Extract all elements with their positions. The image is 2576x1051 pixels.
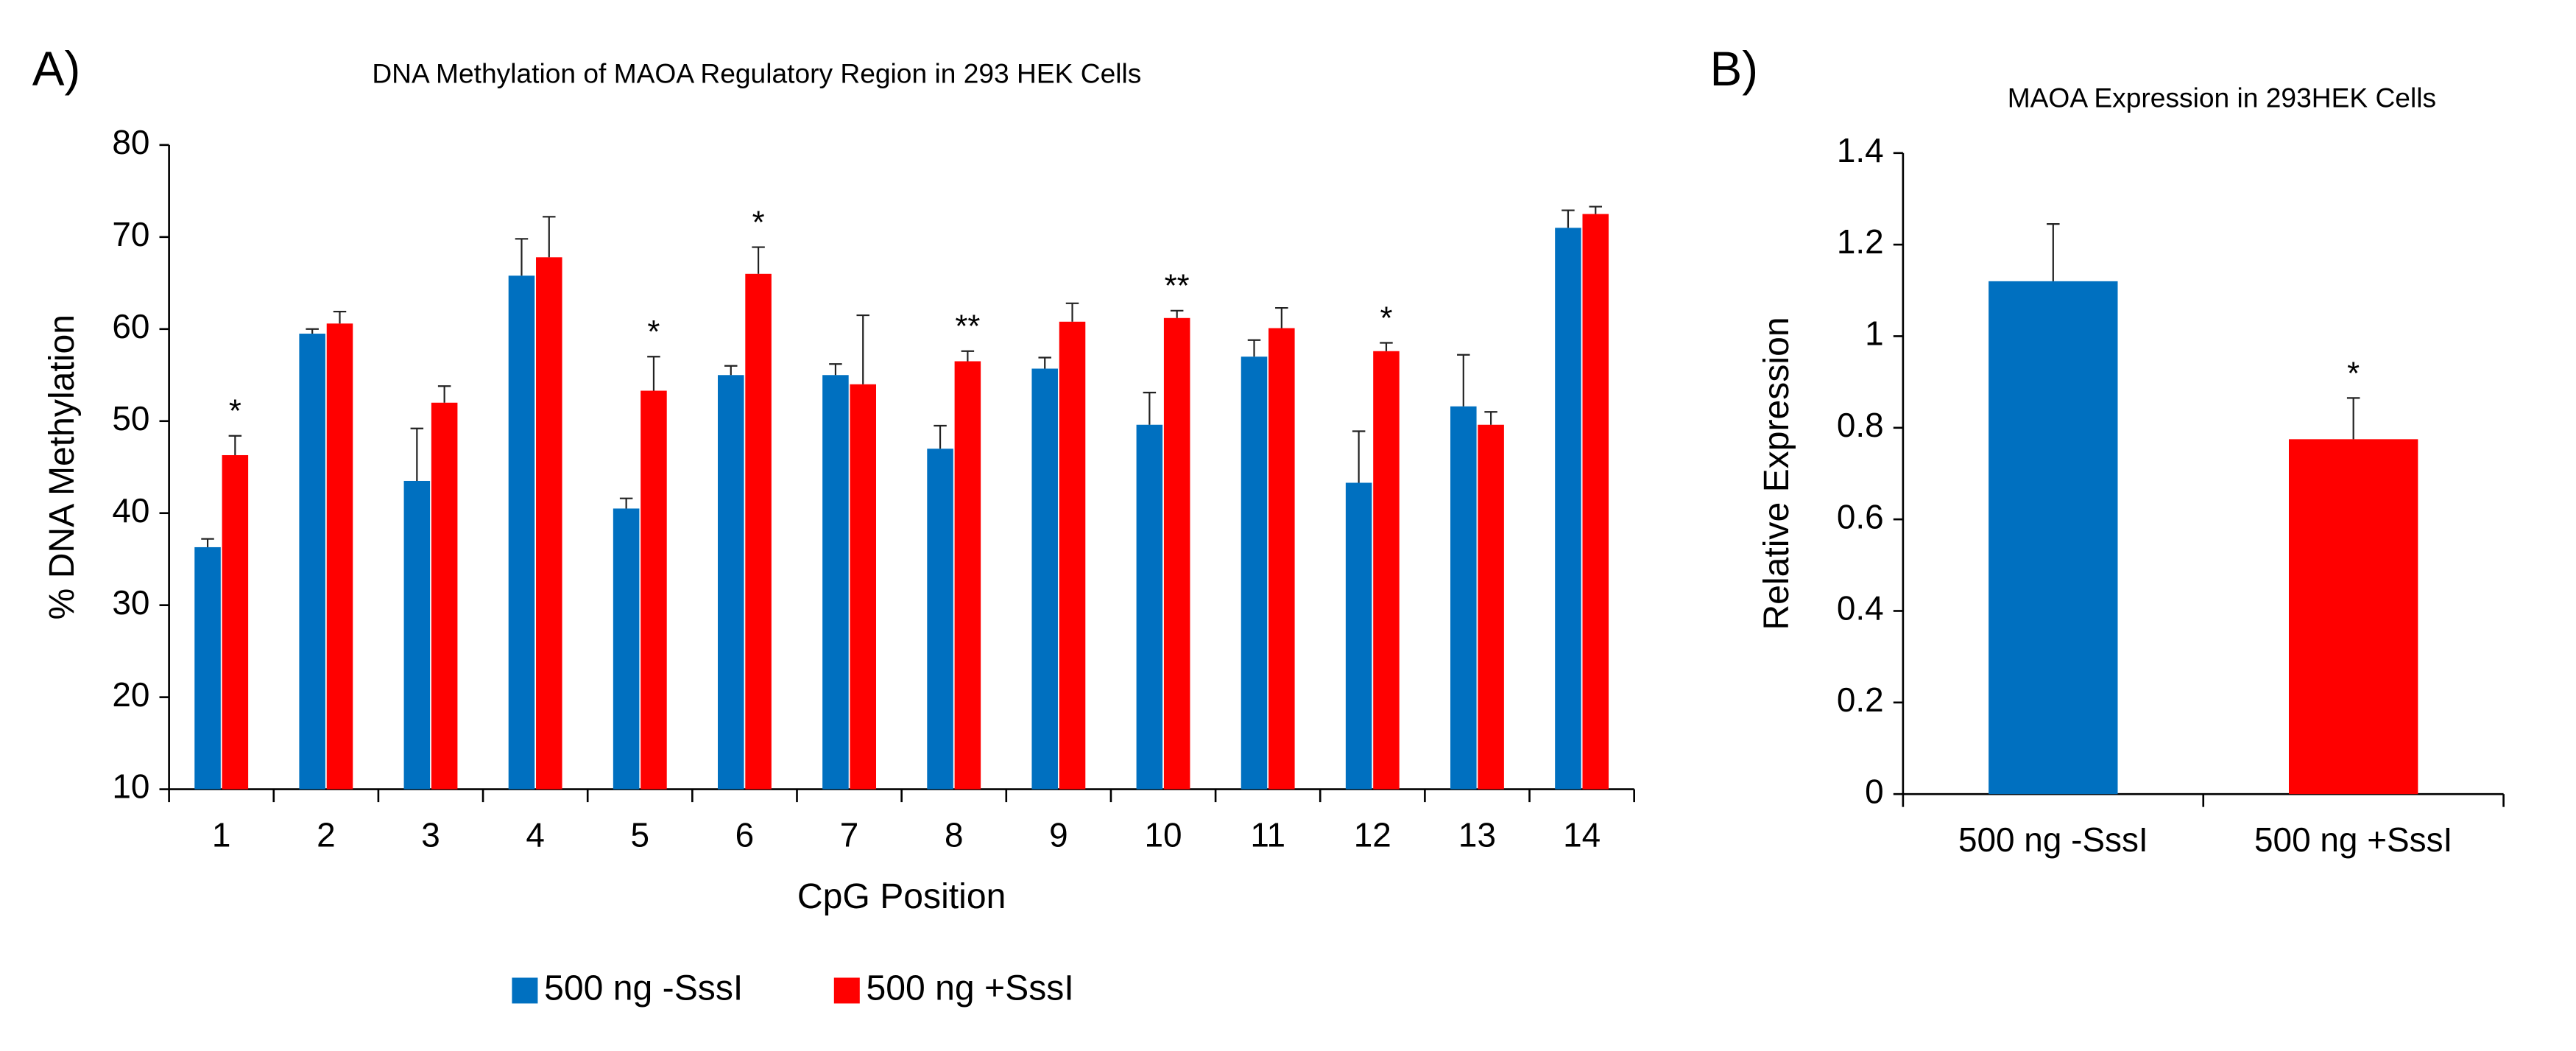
- x-tick-label: 9: [1049, 815, 1068, 854]
- bar: [431, 402, 458, 790]
- bar: [613, 508, 640, 790]
- y-tick-label: 80: [112, 123, 149, 161]
- x-tick-label: 14: [1563, 815, 1601, 854]
- significance-label: **: [1165, 268, 1190, 304]
- legend-swatch: [512, 977, 538, 1004]
- significance-label: **: [955, 309, 980, 345]
- bar: [1059, 321, 1086, 790]
- legend-label: 500 ng -SssI: [544, 969, 743, 1008]
- bar: [822, 375, 849, 790]
- bar: [745, 273, 772, 790]
- bar: [222, 454, 249, 790]
- x-tick-label: 500 ng -SssI: [1958, 820, 2148, 859]
- legend-swatch: [833, 977, 860, 1004]
- bar: [194, 546, 221, 790]
- y-tick-label: 20: [112, 675, 149, 714]
- y-tick-label: 10: [112, 767, 149, 806]
- y-tick-label: 40: [112, 491, 149, 530]
- bar: [718, 375, 744, 790]
- bar: [1450, 406, 1477, 790]
- bar: [299, 334, 325, 790]
- bar: [1345, 482, 1372, 790]
- y-axis-title: Relative Expression: [1757, 317, 1796, 630]
- bar: [1555, 228, 1581, 790]
- bar: [927, 449, 953, 790]
- x-tick-label: 13: [1458, 815, 1496, 854]
- x-tick-label: 11: [1250, 815, 1285, 854]
- x-tick-label: 2: [317, 815, 336, 854]
- x-tick-label: 6: [735, 815, 755, 854]
- x-tick-label: 8: [945, 815, 964, 854]
- bar: [2288, 439, 2418, 795]
- x-tick-label: 4: [526, 815, 545, 854]
- x-tick-label: 10: [1144, 815, 1182, 854]
- legend-label: 500 ng +SssI: [867, 969, 1074, 1008]
- significance-label: *: [229, 393, 241, 429]
- significance-label: *: [1380, 300, 1392, 336]
- y-tick-label: 30: [112, 583, 149, 622]
- bar: [850, 384, 877, 790]
- bar: [641, 390, 667, 790]
- x-tick-label: 500 ng +SssI: [2254, 820, 2452, 859]
- bar: [326, 323, 353, 790]
- y-tick-label: 0.8: [1837, 406, 1884, 444]
- x-tick-label: 5: [631, 815, 650, 854]
- y-tick-label: 1: [1865, 314, 1884, 353]
- x-tick-label: 3: [421, 815, 440, 854]
- y-tick-label: 70: [112, 215, 149, 253]
- chart-title: MAOA Expression in 293HEK Cells: [2008, 82, 2436, 113]
- bar: [1268, 328, 1295, 790]
- y-tick-label: 60: [112, 307, 149, 345]
- bar: [536, 257, 562, 790]
- significance-label: *: [647, 314, 660, 350]
- bar: [1373, 351, 1400, 790]
- bar: [1241, 356, 1268, 790]
- y-tick-label: 1.4: [1837, 131, 1884, 169]
- x-axis-title: CpG Position: [797, 876, 1006, 916]
- x-tick-label: 1: [212, 815, 231, 854]
- bar: [1582, 214, 1609, 790]
- y-tick-label: 0.2: [1837, 681, 1884, 719]
- bar: [1163, 317, 1190, 790]
- panel-label: A): [32, 42, 81, 96]
- bar: [1989, 281, 2118, 795]
- bar: [403, 480, 431, 790]
- bar: [508, 275, 535, 790]
- significance-label: *: [2347, 355, 2360, 391]
- y-tick-label: 1.2: [1837, 222, 1884, 261]
- bar: [1031, 368, 1058, 790]
- bar: [1478, 424, 1504, 790]
- bar: [954, 361, 981, 790]
- x-tick-label: 12: [1354, 815, 1391, 854]
- y-tick-label: 50: [112, 399, 149, 437]
- chart-title: DNA Methylation of MAOA Regulatory Regio…: [372, 58, 1141, 89]
- panel-label: B): [1709, 42, 1758, 96]
- significance-label: *: [752, 204, 765, 240]
- y-tick-label: 0.6: [1837, 497, 1884, 535]
- y-axis-title: % DNA Methylation: [42, 314, 82, 619]
- bar: [1136, 424, 1163, 790]
- y-tick-label: 0: [1865, 772, 1884, 810]
- y-tick-label: 0.4: [1837, 589, 1884, 628]
- x-tick-label: 7: [840, 815, 859, 854]
